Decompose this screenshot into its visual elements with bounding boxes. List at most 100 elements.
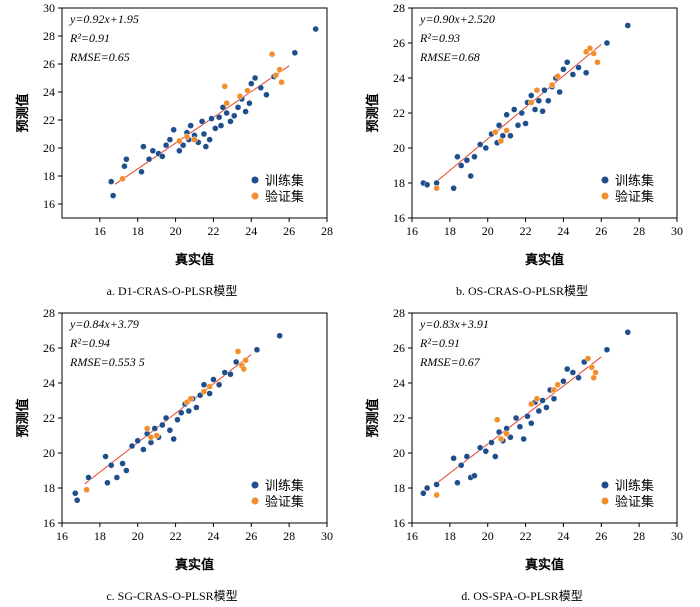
validation-point <box>497 435 505 443</box>
y-tick-label: 26 <box>43 341 55 355</box>
training-point <box>102 453 109 460</box>
legend-marker <box>601 481 609 489</box>
training-point <box>603 346 611 353</box>
training-point <box>179 141 187 149</box>
training-point <box>170 126 177 134</box>
x-tick-label: 16 <box>406 529 418 543</box>
x-tick-label: 22 <box>520 529 532 543</box>
training-point <box>495 428 503 436</box>
training-point <box>212 125 219 132</box>
validation-point <box>187 395 194 402</box>
training-point <box>512 414 520 422</box>
legend-marker <box>251 176 259 184</box>
validation-point <box>234 348 242 355</box>
validation-point <box>533 87 541 94</box>
training-point <box>246 99 253 107</box>
training-point <box>221 369 228 376</box>
x-tick-label: 16 <box>406 224 418 238</box>
legend-label: 训练集 <box>265 173 304 188</box>
training-point <box>231 112 238 120</box>
training-point <box>170 435 177 443</box>
x-tick-label: 30 <box>321 529 333 543</box>
training-point <box>454 153 461 160</box>
x-tick-label: 22 <box>207 224 219 238</box>
panel-d: 16 18 20 22 24 26 28 30 16 18 20 22 24 26 28 真实值 预测值 y=0.… <box>350 305 695 607</box>
figure-caption: b. OS-CRAS-O-PLSR模型 <box>456 284 588 297</box>
training-point <box>138 168 145 176</box>
validation-point <box>147 434 155 441</box>
training-point <box>123 467 130 474</box>
y-tick-label: 20 <box>43 141 55 155</box>
training-point <box>467 172 474 180</box>
legend-label: 训练集 <box>265 478 304 493</box>
training-point <box>312 25 319 33</box>
x-axis-label: 真实值 <box>525 557 564 572</box>
x-tick-label: 26 <box>595 224 607 238</box>
training-point <box>535 407 543 415</box>
legend-label: 验证集 <box>265 189 304 204</box>
training-point <box>569 71 577 78</box>
training-point <box>202 143 210 150</box>
y-tick-label: 28 <box>393 306 405 320</box>
training-point <box>263 91 270 99</box>
y-tick-label: 18 <box>43 169 55 183</box>
validation-point <box>242 357 249 364</box>
training-point <box>423 484 431 492</box>
training-point <box>185 407 193 415</box>
scatter-chart: 16 18 20 22 24 26 28 16 18 20 22 24 26 28 30 真实值 预测值 y=0.… <box>15 1 333 298</box>
training-point <box>539 108 546 115</box>
training-point <box>149 147 157 155</box>
x-tick-label: 26 <box>283 224 295 238</box>
training-point <box>140 143 147 150</box>
validation-point <box>497 137 505 145</box>
x-tick-label: 28 <box>633 224 645 238</box>
legend-marker <box>251 497 259 505</box>
stats-line: y=0.83x+3.91 <box>419 317 489 331</box>
validation-point <box>153 432 160 439</box>
validation-point <box>200 388 208 395</box>
training-point <box>516 423 524 430</box>
x-tick-label: 30 <box>671 224 683 238</box>
fit-line <box>114 65 290 185</box>
validation-point <box>244 87 251 94</box>
validation-point <box>240 365 247 373</box>
validation-point <box>176 137 183 145</box>
training-point <box>187 122 194 129</box>
validation-point <box>83 486 90 493</box>
validation-point <box>278 78 285 86</box>
training-point <box>471 472 478 479</box>
training-point <box>162 141 170 149</box>
training-point <box>564 59 571 66</box>
x-tick-label: 26 <box>595 529 607 543</box>
training-point <box>518 109 525 117</box>
validation-point <box>550 386 558 394</box>
training-point <box>159 153 166 160</box>
y-axis-label: 预测值 <box>15 93 30 132</box>
training-point <box>454 479 461 486</box>
training-point <box>119 460 126 467</box>
training-point <box>123 155 130 163</box>
validation-point <box>492 129 499 136</box>
x-tick-label: 18 <box>94 529 106 543</box>
x-tick-label: 24 <box>557 224 569 238</box>
training-point <box>458 462 465 469</box>
training-point <box>560 378 567 385</box>
stats-line: R²=0.91 <box>69 31 110 45</box>
training-point <box>174 416 181 423</box>
training-point <box>108 178 115 185</box>
training-point <box>420 490 427 497</box>
training-point <box>495 122 503 129</box>
training-point <box>550 395 558 402</box>
training-point <box>128 442 136 450</box>
x-tick-label: 24 <box>207 529 219 543</box>
validation-point <box>590 50 597 57</box>
training-point <box>543 404 550 411</box>
training-point <box>507 132 514 139</box>
x-axis-label: 真实值 <box>175 252 214 267</box>
training-point <box>210 376 217 383</box>
validation-point <box>592 369 599 376</box>
validation-point <box>433 185 440 192</box>
legend-marker <box>601 192 609 200</box>
stats-line: R²=0.93 <box>419 31 460 45</box>
validation-point <box>433 491 440 499</box>
